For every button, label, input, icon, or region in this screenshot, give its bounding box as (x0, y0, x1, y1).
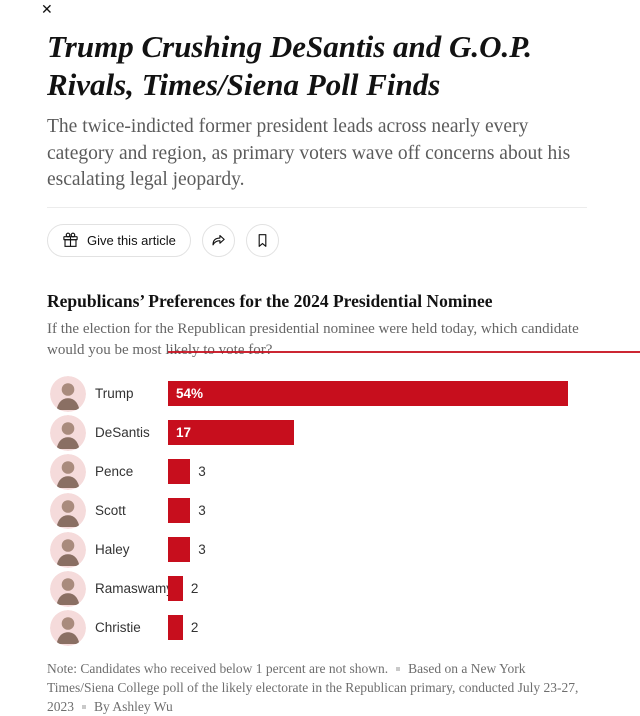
poll-value: 54% (176, 386, 204, 402)
article-summary: The twice-indicted former president lead… (47, 116, 571, 190)
chart-subtitle: If the election for the Republican presi… (47, 321, 579, 359)
poll-bar (168, 459, 191, 485)
poll-bar (168, 576, 183, 602)
poll-value: 2 (190, 581, 199, 597)
chart-row: Haley 3 (47, 530, 597, 569)
article-toolbar: Give this article (47, 224, 597, 258)
candidate-avatar (50, 492, 86, 529)
candidate-label: Scott (95, 503, 126, 519)
poll-bar: 17 (168, 420, 294, 446)
candidate-label: Trump (95, 386, 134, 402)
candidate-label: Pence (95, 464, 134, 480)
poll-bar: 54% (168, 381, 568, 407)
poll-bar (168, 615, 183, 641)
poll-value: 3 (198, 542, 206, 558)
chart-row: Ramaswamy 2 (47, 569, 597, 608)
give-article-button[interactable]: Give this article (47, 224, 191, 258)
divider (47, 207, 587, 209)
candidate-label: Christie (95, 620, 141, 636)
note-separator (396, 667, 401, 672)
candidate-avatar (50, 570, 86, 607)
poll-value: 2 (190, 620, 199, 636)
chart-row: Pence 3 (47, 452, 597, 491)
poll-bar (168, 537, 191, 563)
chart-row: Scott 3 (47, 491, 597, 530)
candidate-avatar (50, 453, 86, 490)
poll-value: 3 (198, 464, 206, 480)
close-icon[interactable]: ✕ (41, 1, 53, 17)
bookmark-icon (254, 232, 271, 249)
bookmark-button[interactable] (245, 224, 279, 258)
share-button[interactable] (201, 224, 235, 258)
candidate-label: Haley (95, 542, 130, 558)
candidate-avatar (50, 414, 86, 451)
article-page: ✕ Trump Crushing DeSantis and G.O.P. Riv… (41, 1, 640, 714)
note-segment: By Ashley Wu (94, 699, 173, 715)
share-arrow-icon (210, 232, 227, 249)
candidate-avatar (50, 375, 86, 412)
poll-bar (168, 498, 191, 524)
page-title: Trump Crushing DeSantis and G.O.P. Rival… (47, 29, 532, 103)
note-segment: Note: Candidates who received below 1 pe… (47, 661, 389, 677)
candidate-label: Ramaswamy (95, 581, 174, 597)
chart-top-rule (168, 351, 640, 353)
note-separator (82, 705, 86, 710)
gift-icon (62, 232, 79, 249)
candidate-label: DeSantis (95, 425, 150, 441)
candidate-avatar (50, 531, 86, 568)
chart-title: Republicans’ Preferences for the 2024 Pr… (47, 291, 493, 312)
poll-value: 17 (176, 425, 192, 441)
candidate-avatar (50, 609, 86, 646)
chart-note: Note: Candidates who received below 1 pe… (47, 659, 595, 716)
poll-value: 3 (198, 503, 206, 519)
give-article-label: Give this article (87, 233, 176, 249)
chart-row: DeSantis 17 (47, 413, 597, 452)
chart-row: Christie 2 (47, 608, 597, 647)
poll-chart: Trump 54% DeSantis 17 Pence 3 Scott 3 Haley 3 Rama… (47, 374, 597, 647)
chart-row: Trump 54% (47, 374, 597, 413)
